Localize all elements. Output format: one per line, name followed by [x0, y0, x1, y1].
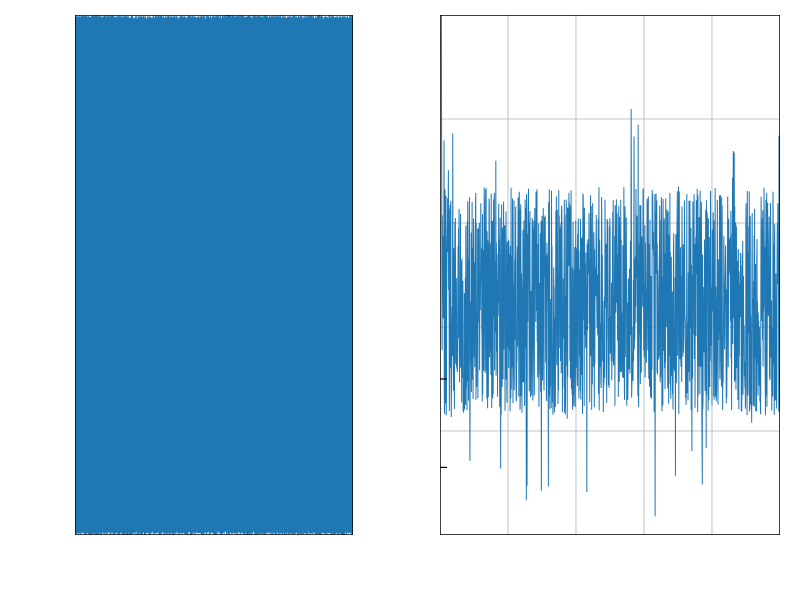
panel-right-svg [440, 15, 780, 535]
right-chart-panel [440, 15, 780, 535]
figure [0, 0, 792, 592]
data-series [75, 16, 353, 535]
left-chart-panel [75, 15, 353, 535]
panel-left-svg [75, 15, 353, 535]
